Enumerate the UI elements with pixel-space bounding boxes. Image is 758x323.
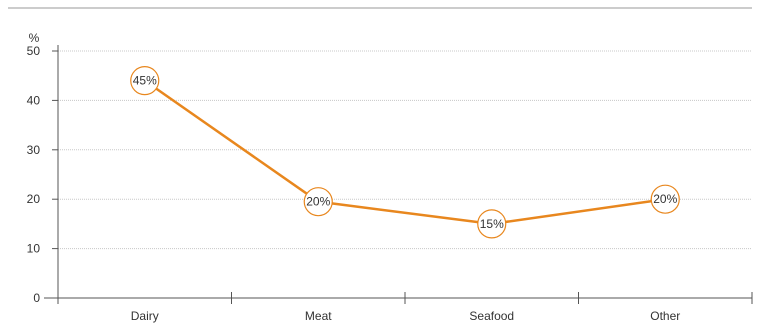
data-point-other: [650, 184, 680, 214]
series-line-0: [143, 79, 667, 226]
y-tick-label-30: 30: [27, 143, 41, 157]
x-tick-label-dairy: Dairy: [131, 309, 159, 323]
y-tick-label-40: 40: [27, 93, 41, 107]
grid-lines: [58, 50, 752, 250]
data-points: 45% 20% 15% 20%: [130, 66, 680, 239]
data-label-seafood: 15%: [480, 217, 504, 231]
y-tick-label-20: 20: [27, 192, 41, 206]
y-tick-label-50: 50: [27, 44, 41, 58]
x-tick-label-other: Other: [650, 309, 680, 323]
data-point-dairy: [130, 66, 160, 96]
data-label-dairy: 45%: [133, 74, 157, 88]
data-point-meat: [303, 187, 333, 217]
y-tick-label-0: 0: [33, 291, 40, 305]
data-point-seafood: [477, 209, 507, 239]
x-axis: Dairy Meat Seafood Other: [44, 292, 753, 323]
series-line-group: [143, 79, 667, 226]
y-axis: 0 10 20 30 40 50: [27, 44, 59, 305]
y-tick-label-10: 10: [27, 242, 41, 256]
data-label-other: 20%: [653, 192, 677, 206]
y-unit-label: %: [29, 31, 40, 45]
data-label-meat: 20%: [306, 195, 330, 209]
x-tick-label-meat: Meat: [305, 309, 332, 323]
x-tick-label-seafood: Seafood: [469, 309, 514, 323]
